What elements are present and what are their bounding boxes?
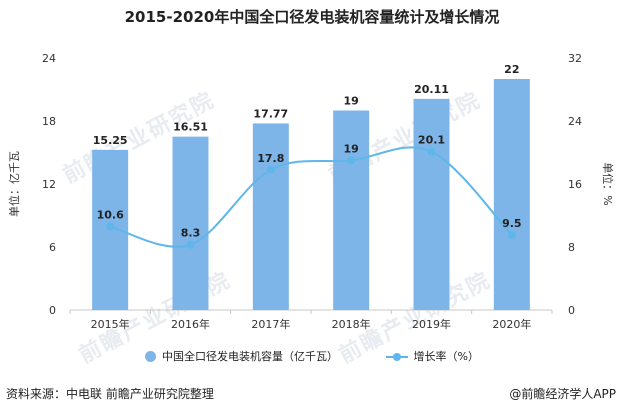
bar-value-label: 16.51 [173,121,208,134]
legend-line-swatch [385,351,408,362]
x-tick-label: 2016年 [171,317,210,331]
y-right-tick-label: 0 [568,304,575,317]
growth-point [266,165,275,174]
bar-value-label: 17.77 [253,107,288,120]
x-tick-label: 2018年 [332,317,371,331]
legend-bar-swatch [145,350,157,362]
x-tick-label: 2019年 [412,317,451,331]
bar [413,98,450,310]
growth-point [347,156,356,165]
legend-item-growth: 增长率（%） [385,348,479,364]
bar [172,136,209,310]
bar-value-label: 22 [504,63,519,76]
growth-point [106,222,115,231]
chart-title: 2015-2020年中国全口径发电装机容量统计及增长情况 [124,8,500,26]
growth-value-label: 19 [344,142,359,155]
bar [252,123,289,310]
growth-value-label: 9.5 [502,217,522,230]
growth-line [109,146,513,248]
bar [493,79,530,310]
x-tick-label: 2017年 [251,317,290,331]
source-note: 资料来源：中电联 前瞻产业研究院整理 [6,387,214,401]
y-right-tick-label: 24 [568,115,582,128]
growth-value-label: 20.1 [418,134,445,147]
legend-label-growth: 增长率（%） [413,350,479,363]
y-left-tick-label: 12 [42,178,56,191]
y-right-tick-label: 16 [568,178,582,191]
y-left-tick-label: 18 [42,115,56,128]
growth-value-label: 8.3 [181,227,201,240]
legend-label-capacity: 中国全口径发电装机容量（亿千瓦） [162,350,339,363]
bar-value-label: 20.11 [414,83,449,96]
y-left-tick-label: 6 [49,241,56,254]
bar [333,110,370,310]
y-left-tick-label: 0 [49,304,56,317]
growth-value-label: 10.6 [97,209,124,222]
growth-point [186,240,195,249]
x-tick-label: 2020年 [492,317,531,331]
growth-point [427,147,436,156]
bar-value-label: 15.25 [93,134,128,147]
chart-legend: 中国全口径发电装机容量（亿千瓦） 增长率（%） [0,348,624,365]
y-left-axis-label: 单位：亿千瓦 [7,151,21,217]
growth-point [507,231,516,240]
y-right-tick-label: 32 [568,52,582,65]
x-tick-label: 2015年 [91,317,130,331]
y-right-axis-label: 单位：% [601,162,615,205]
bar-value-label: 19 [344,95,359,108]
y-left-tick-label: 24 [42,52,56,65]
y-right-tick-label: 8 [568,241,575,254]
brand-credit: @前瞻经济学人APP [509,387,616,401]
legend-item-capacity: 中国全口径发电装机容量（亿千瓦） [145,348,338,364]
growth-value-label: 17.8 [257,152,284,165]
